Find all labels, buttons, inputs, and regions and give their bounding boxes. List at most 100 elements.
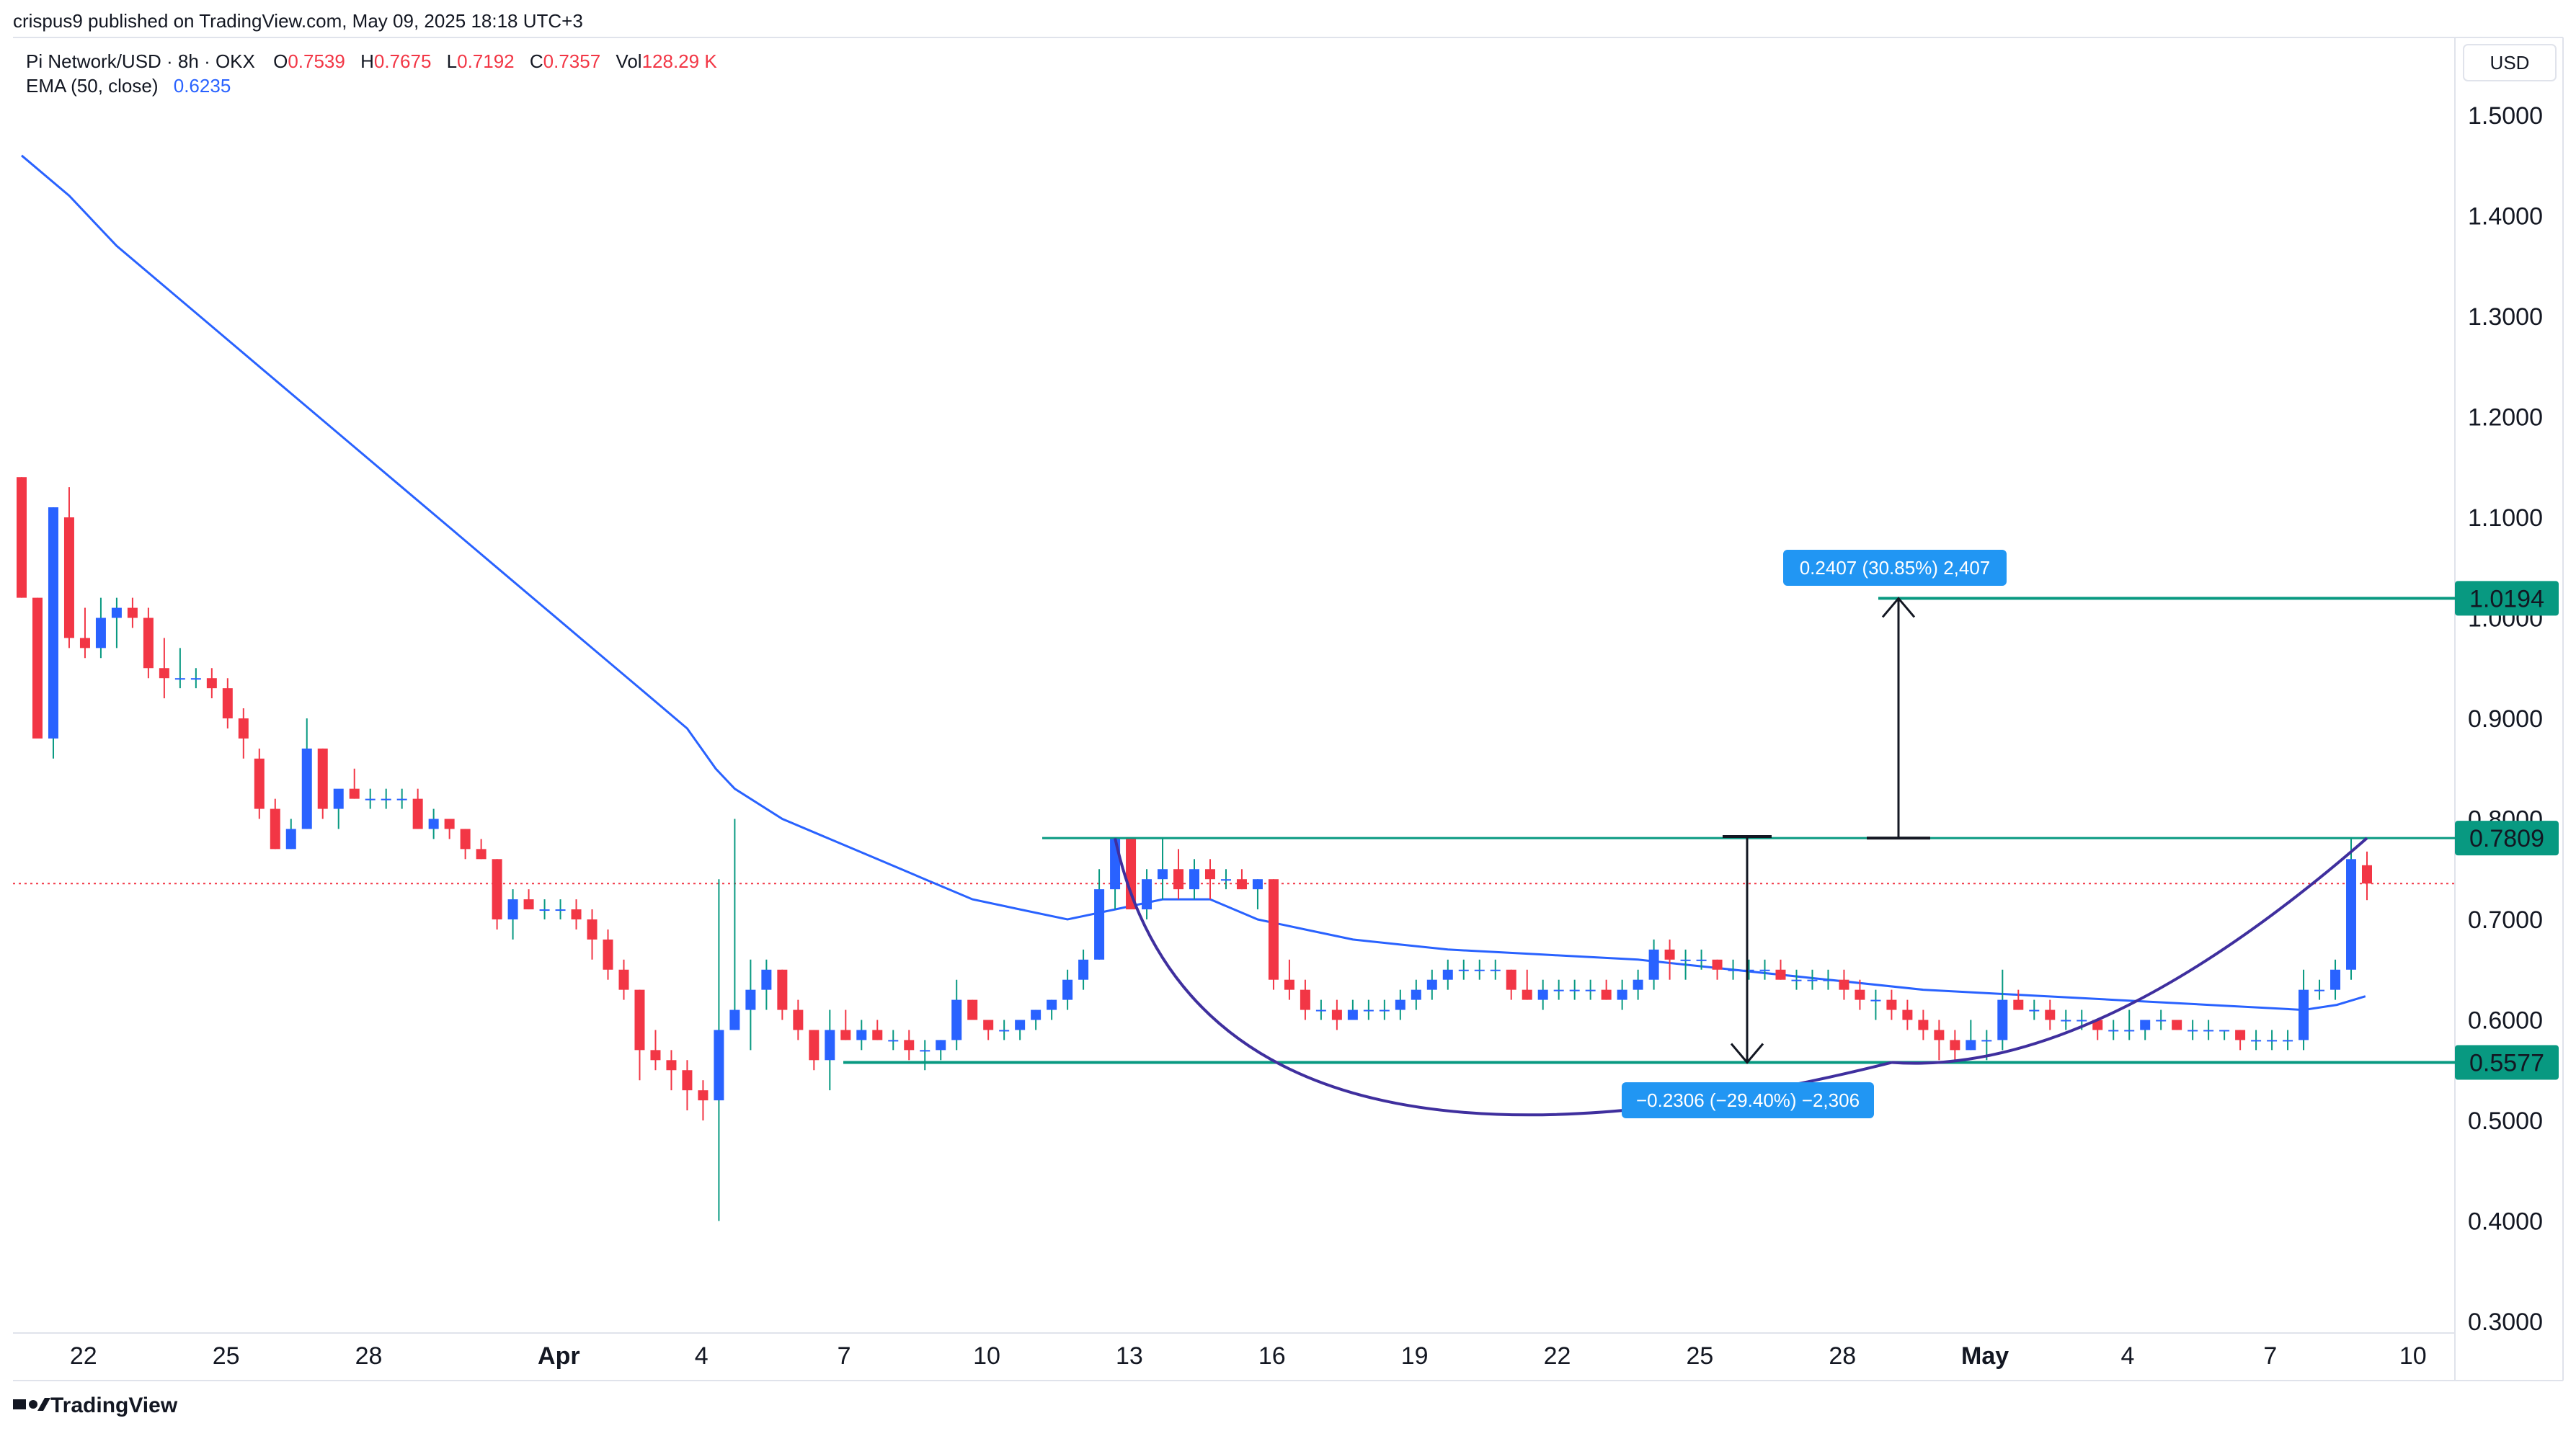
- candle-body: [967, 999, 978, 1020]
- candle-body: [2330, 969, 2341, 990]
- candle: [1442, 959, 1453, 990]
- candle-body: [825, 1030, 835, 1061]
- candle-body: [1236, 879, 1247, 890]
- candle-body: [872, 1030, 883, 1040]
- candle-body: [2124, 1030, 2135, 1032]
- candle: [571, 899, 582, 930]
- candle-body: [634, 989, 645, 1051]
- candle-body: [1315, 1009, 1326, 1012]
- time-tick-label: 25: [1686, 1342, 1713, 1370]
- candle-body: [840, 1030, 851, 1040]
- candle-body: [1839, 979, 1849, 990]
- candle-body: [2362, 865, 2372, 884]
- candle-body: [1759, 969, 1770, 971]
- time-tick-label: 16: [1258, 1342, 1286, 1370]
- candle-body: [2140, 1020, 2151, 1030]
- candle: [1902, 999, 1913, 1030]
- candle: [666, 1050, 677, 1091]
- target-price-tag-text: 1.0194: [2469, 585, 2544, 612]
- candle-body: [587, 919, 598, 940]
- candle: [254, 748, 265, 819]
- candle-body: [2108, 1030, 2119, 1032]
- candle-body: [507, 899, 518, 919]
- candle: [1997, 969, 2008, 1051]
- candle-body: [365, 798, 376, 801]
- candle-body: [159, 668, 169, 679]
- candle: [1363, 999, 1374, 1020]
- candle-body: [951, 999, 962, 1040]
- price-axis[interactable]: 1.50001.40001.30001.20001.10001.00000.90…: [2468, 102, 2543, 1336]
- candle: [2267, 1030, 2278, 1051]
- candle-body: [95, 618, 106, 648]
- candle: [1094, 869, 1105, 960]
- candle-body: [1458, 969, 1469, 971]
- candle: [1696, 949, 1707, 970]
- currency-button[interactable]: USD: [2463, 44, 2557, 81]
- candle: [1870, 989, 1881, 1020]
- candle-body: [1712, 959, 1723, 970]
- candle: [1236, 869, 1247, 890]
- candle: [1712, 959, 1723, 980]
- candle: [698, 1080, 709, 1120]
- candle-body: [1855, 989, 1865, 1000]
- candle: [2362, 851, 2372, 901]
- volume-value: 128.29 K: [642, 50, 718, 72]
- price-tick-label: 0.3000: [2468, 1309, 2543, 1336]
- candle-body: [1966, 1040, 1976, 1051]
- candle-body: [2045, 1009, 2056, 1020]
- candle: [1331, 999, 1342, 1030]
- candle-body: [2077, 1020, 2087, 1022]
- target-price-tag: [2455, 581, 2559, 616]
- time-tick-label: 22: [1544, 1342, 1571, 1370]
- candle-body: [2267, 1040, 2278, 1042]
- candle: [2140, 1020, 2151, 1040]
- candle: [1268, 879, 1279, 990]
- candle: [2219, 1030, 2230, 1040]
- candle: [1537, 979, 1548, 1010]
- candle: [32, 597, 43, 739]
- measure-up-label: 0.2407 (30.85%) 2,407: [1800, 557, 1991, 579]
- candle-body: [539, 909, 550, 911]
- candle: [714, 879, 724, 1221]
- candle-body: [1775, 969, 1786, 980]
- candle-body: [523, 899, 534, 910]
- ema-value: 0.6235: [174, 75, 231, 97]
- candle-body: [1110, 839, 1121, 890]
- candle: [1744, 959, 1754, 980]
- candle-body: [1300, 989, 1310, 1010]
- candle: [444, 819, 455, 839]
- candle-body: [761, 969, 772, 990]
- candle-body: [793, 1009, 804, 1030]
- time-axis[interactable]: 22 25 28 Apr 4 7 10 13 16 19 22 25 28 May 4 7 10: [70, 1342, 2427, 1370]
- candle-body: [1807, 979, 1818, 981]
- candle-body: [920, 1050, 931, 1052]
- candle: [1934, 1020, 1945, 1061]
- publish-info: crispus9 published on TradingView.com, M…: [13, 10, 583, 32]
- candle: [1204, 859, 1215, 900]
- tradingview-logo-icon: [13, 1398, 50, 1411]
- candle: [1220, 869, 1231, 890]
- ema-legend: EMA (50, close) 0.6235: [26, 75, 231, 97]
- candle: [856, 1020, 867, 1051]
- candle-body: [555, 909, 566, 911]
- candle: [2172, 1020, 2182, 1030]
- candle-body: [2314, 989, 2325, 991]
- candle-body: [1142, 879, 1152, 910]
- candle-body: [1347, 1009, 1358, 1020]
- candle: [2188, 1020, 2198, 1040]
- candle: [983, 1020, 994, 1040]
- candle-body: [1268, 879, 1279, 980]
- candle-body: [1379, 1009, 1390, 1012]
- candle-body: [1442, 969, 1453, 980]
- candle: [143, 607, 154, 679]
- candle: [349, 768, 360, 799]
- candle: [2346, 839, 2357, 980]
- candle-body: [317, 748, 328, 809]
- tradingview-logo[interactable]: TradingView: [13, 1394, 178, 1417]
- candle-body: [1601, 989, 1612, 1000]
- support-price-tag-text: 0.5577: [2469, 1050, 2544, 1077]
- candle-body: [2188, 1030, 2198, 1032]
- candle: [809, 1030, 820, 1071]
- candle-body: [333, 788, 344, 809]
